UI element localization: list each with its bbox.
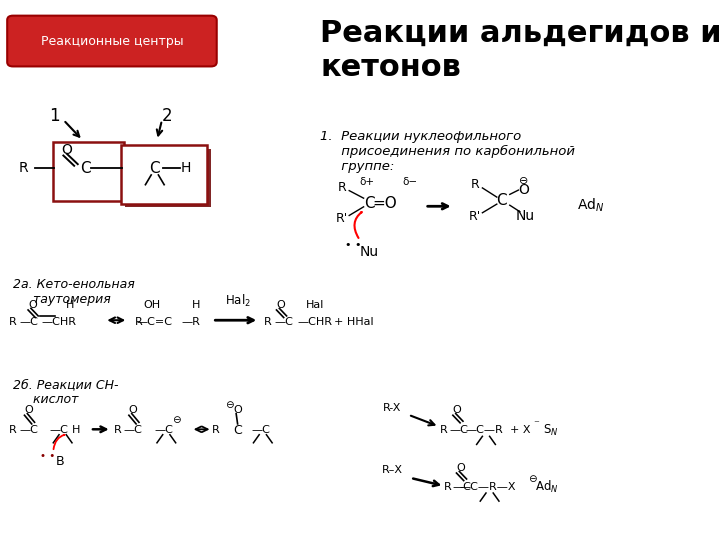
- Text: R: R: [212, 426, 220, 435]
- FancyBboxPatch shape: [121, 145, 207, 204]
- Text: Nu: Nu: [360, 245, 379, 259]
- Text: Hal: Hal: [305, 300, 324, 310]
- Text: Реакционные центры: Реакционные центры: [40, 35, 184, 48]
- Text: 2б. Реакции СН-
     кислот: 2б. Реакции СН- кислот: [13, 378, 119, 406]
- Text: =O: =O: [373, 196, 397, 211]
- Text: R: R: [9, 426, 17, 435]
- Text: C: C: [150, 161, 160, 176]
- Text: ⁻: ⁻: [534, 419, 539, 429]
- Text: —C: —C: [19, 426, 38, 435]
- Text: 1: 1: [49, 107, 59, 125]
- Text: R: R: [444, 482, 451, 492]
- Text: O: O: [518, 183, 530, 197]
- Text: —C: —C: [449, 426, 468, 435]
- Text: —C: —C: [50, 426, 68, 435]
- Text: δ+: δ+: [360, 177, 374, 187]
- Text: R: R: [18, 161, 28, 176]
- Text: O: O: [456, 463, 465, 473]
- Text: 2: 2: [162, 107, 172, 125]
- Text: —CHR: —CHR: [42, 318, 76, 327]
- FancyBboxPatch shape: [53, 142, 124, 201]
- Text: O: O: [453, 406, 462, 415]
- Text: R-X: R-X: [383, 403, 402, 413]
- Text: —C: —C: [124, 426, 143, 435]
- Text: H: H: [66, 300, 74, 310]
- FancyArrowPatch shape: [354, 212, 361, 238]
- FancyArrowPatch shape: [53, 435, 65, 449]
- Text: H: H: [181, 161, 191, 176]
- Text: R': R': [469, 210, 482, 222]
- Text: O: O: [24, 406, 33, 415]
- Text: Nu: Nu: [516, 209, 535, 223]
- Text: —C—R: —C—R: [465, 426, 503, 435]
- Text: R: R: [135, 318, 143, 327]
- Text: C: C: [497, 193, 507, 208]
- Text: 2а. Кето-енольная
     таутомерия: 2а. Кето-енольная таутомерия: [13, 278, 135, 306]
- Text: 1.  Реакции нуклеофильного
     присоединения по карбонильной
     группе:: 1. Реакции нуклеофильного присоединения …: [320, 130, 575, 173]
- Text: ⊖: ⊖: [225, 400, 233, 410]
- Text: O: O: [233, 406, 242, 415]
- Text: —C: —C: [251, 426, 270, 435]
- Text: —R: —R: [181, 318, 200, 327]
- Text: C: C: [233, 424, 242, 437]
- Text: • •: • •: [345, 240, 361, 249]
- Text: O: O: [129, 406, 138, 415]
- Text: Ad$_N$: Ad$_N$: [536, 479, 559, 495]
- Text: OH: OH: [143, 300, 161, 310]
- Text: R: R: [9, 318, 17, 327]
- FancyBboxPatch shape: [7, 16, 217, 66]
- Text: —C: —C: [453, 482, 472, 492]
- Text: Hal$_2$: Hal$_2$: [225, 293, 251, 309]
- Text: R': R': [336, 212, 348, 225]
- Text: + HHal: + HHal: [334, 318, 374, 327]
- Text: R–X: R–X: [382, 465, 403, 475]
- Text: —C: —C: [274, 318, 293, 327]
- Text: B: B: [55, 455, 64, 468]
- Text: ⊖: ⊖: [172, 415, 181, 424]
- Text: H: H: [192, 300, 201, 310]
- Text: C: C: [80, 161, 90, 176]
- Text: —C=C: —C=C: [137, 318, 173, 327]
- Text: O: O: [276, 300, 285, 310]
- Text: ⊖: ⊖: [528, 474, 537, 484]
- Text: Реакции альдегидов и
кетонов: Реакции альдегидов и кетонов: [320, 19, 720, 82]
- Text: C: C: [364, 196, 374, 211]
- FancyBboxPatch shape: [125, 148, 211, 207]
- Text: R: R: [471, 178, 480, 191]
- Text: δ−: δ−: [402, 177, 418, 187]
- Text: R: R: [338, 181, 346, 194]
- Text: —C—R—X: —C—R—X: [459, 482, 516, 492]
- Text: ⊖: ⊖: [519, 176, 529, 186]
- Text: O: O: [28, 300, 37, 310]
- Text: • •: • •: [40, 451, 55, 461]
- Text: Ad$_N$: Ad$_N$: [577, 197, 604, 214]
- Text: S$_N$: S$_N$: [543, 423, 559, 438]
- Text: O: O: [61, 143, 73, 157]
- Text: —CHR: —CHR: [297, 318, 332, 327]
- Text: R: R: [264, 318, 271, 327]
- Text: —C: —C: [155, 426, 174, 435]
- Text: H: H: [72, 426, 81, 435]
- Text: + X: + X: [510, 426, 530, 435]
- Text: R: R: [114, 426, 121, 435]
- Text: R: R: [441, 426, 448, 435]
- Text: —C: —C: [19, 318, 38, 327]
